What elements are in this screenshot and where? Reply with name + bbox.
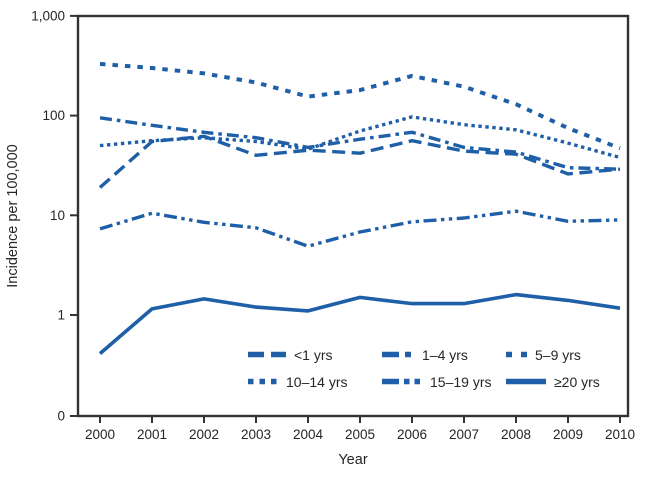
series-line-1-4-yrs bbox=[99, 116, 621, 171]
x-tick-label: 2007 bbox=[449, 427, 479, 442]
legend-label: ≥20 yrs bbox=[554, 373, 600, 390]
legend-item-1-4-yrs: 1–4 yrs bbox=[382, 347, 506, 363]
x-tick-label: 2003 bbox=[241, 427, 271, 442]
legend-item-10-14-yrs: 10–14 yrs bbox=[248, 374, 382, 390]
legend: <1 yrs 1–4 yrs 5–9 yrs 10–14 yrs 15–19 yrs ≥2… bbox=[248, 341, 600, 395]
x-tick-label: 2006 bbox=[397, 427, 427, 442]
legend-swatch-sparse-dot-icon bbox=[506, 351, 527, 358]
y-tick-label: 1,000 bbox=[31, 8, 65, 23]
x-tick-label: 2004 bbox=[293, 427, 324, 442]
x-tick-label: 2000 bbox=[85, 427, 115, 442]
y-tick-label: 0 bbox=[57, 409, 65, 424]
x-tick-label: 2010 bbox=[605, 427, 635, 442]
legend-item-1-yrs: <1 yrs bbox=[248, 347, 382, 363]
x-tick-label: 2009 bbox=[553, 427, 583, 442]
legend-item-15-19-yrs: 15–19 yrs bbox=[382, 374, 506, 390]
legend-label: <1 yrs bbox=[294, 346, 333, 363]
legend-item-20-yrs: ≥20 yrs bbox=[506, 374, 600, 390]
legend-label: 10–14 yrs bbox=[286, 373, 348, 390]
y-tick-label: 100 bbox=[42, 108, 65, 123]
series-line-10-14-yrs bbox=[99, 115, 621, 160]
y-tick-label: 1 bbox=[57, 308, 65, 323]
legend-swatch-dash-dot-icon bbox=[382, 351, 414, 358]
legend-swatch-long-dash-icon bbox=[248, 351, 286, 358]
legend-swatch-solid-icon bbox=[506, 378, 546, 385]
legend-swatch-dash-dot-dot-icon bbox=[382, 378, 422, 385]
x-tick-label: 2002 bbox=[189, 427, 219, 442]
series-line-15-19-yrs bbox=[99, 209, 621, 248]
y-axis-title: Incidence per 100,000 bbox=[5, 144, 21, 288]
legend-swatch-dot-icon bbox=[248, 378, 278, 385]
legend-item-5-9-yrs: 5–9 yrs bbox=[506, 347, 581, 363]
legend-label: 15–19 yrs bbox=[430, 373, 492, 390]
x-axis-title: Year bbox=[338, 452, 367, 468]
series-line-1-yrs bbox=[98, 134, 621, 189]
x-tick-label: 2005 bbox=[345, 427, 375, 442]
series-line-5-9-yrs bbox=[99, 61, 621, 151]
legend-row: 10–14 yrs 15–19 yrs ≥20 yrs bbox=[248, 368, 600, 395]
series-line-20-yrs bbox=[98, 292, 621, 355]
legend-label: 5–9 yrs bbox=[535, 346, 581, 363]
legend-row: <1 yrs 1–4 yrs 5–9 yrs bbox=[248, 341, 600, 368]
legend-label: 1–4 yrs bbox=[422, 346, 468, 363]
x-tick-label: 2001 bbox=[137, 427, 167, 442]
y-tick-label: 10 bbox=[50, 208, 65, 223]
x-tick-label: 2008 bbox=[501, 427, 531, 442]
